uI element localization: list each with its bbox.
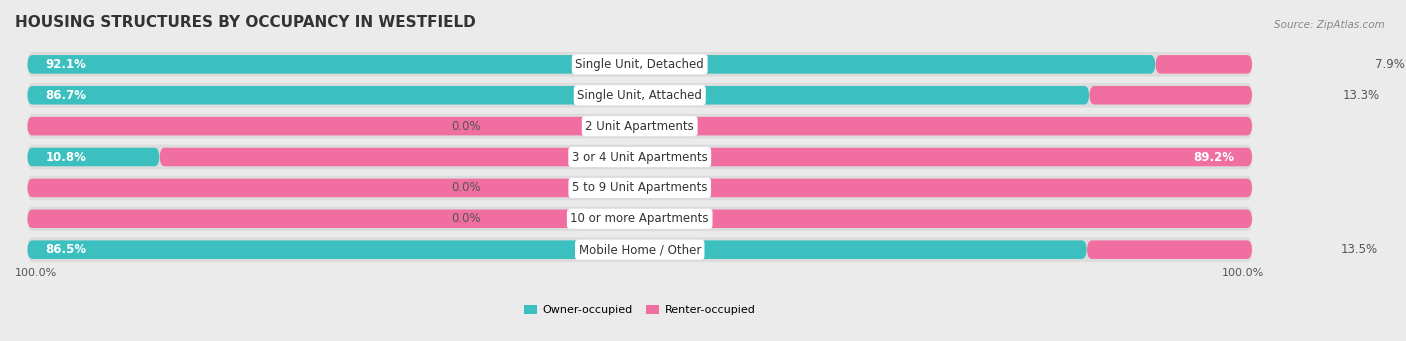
Text: 0.0%: 0.0% <box>451 181 481 194</box>
FancyBboxPatch shape <box>27 237 1253 262</box>
FancyBboxPatch shape <box>27 145 1253 169</box>
Text: 10.8%: 10.8% <box>45 150 87 164</box>
Text: 100.0%: 100.0% <box>1222 268 1264 278</box>
Text: Mobile Home / Other: Mobile Home / Other <box>578 243 702 256</box>
Text: 86.5%: 86.5% <box>45 243 87 256</box>
Text: Single Unit, Detached: Single Unit, Detached <box>575 58 704 71</box>
FancyBboxPatch shape <box>1087 240 1253 259</box>
FancyBboxPatch shape <box>27 240 1087 259</box>
Text: HOUSING STRUCTURES BY OCCUPANCY IN WESTFIELD: HOUSING STRUCTURES BY OCCUPANCY IN WESTF… <box>15 15 475 30</box>
Text: 3 or 4 Unit Apartments: 3 or 4 Unit Apartments <box>572 150 707 164</box>
FancyBboxPatch shape <box>27 117 1253 135</box>
Text: 86.7%: 86.7% <box>45 89 87 102</box>
Text: Source: ZipAtlas.com: Source: ZipAtlas.com <box>1274 20 1385 30</box>
Text: 7.9%: 7.9% <box>1375 58 1405 71</box>
FancyBboxPatch shape <box>1090 86 1253 104</box>
Text: 13.3%: 13.3% <box>1343 89 1379 102</box>
FancyBboxPatch shape <box>27 209 1253 228</box>
Text: 92.1%: 92.1% <box>45 58 87 71</box>
FancyBboxPatch shape <box>159 148 1253 166</box>
Text: 0.0%: 0.0% <box>451 212 481 225</box>
Text: 100.0%: 100.0% <box>15 268 58 278</box>
Text: 13.5%: 13.5% <box>1341 243 1378 256</box>
FancyBboxPatch shape <box>27 83 1253 108</box>
FancyBboxPatch shape <box>27 148 159 166</box>
FancyBboxPatch shape <box>27 179 1253 197</box>
Text: 0.0%: 0.0% <box>451 120 481 133</box>
FancyBboxPatch shape <box>27 86 1090 104</box>
FancyBboxPatch shape <box>27 206 1253 231</box>
FancyBboxPatch shape <box>1156 55 1253 74</box>
FancyBboxPatch shape <box>27 55 1156 74</box>
Text: Single Unit, Attached: Single Unit, Attached <box>578 89 702 102</box>
Text: 5 to 9 Unit Apartments: 5 to 9 Unit Apartments <box>572 181 707 194</box>
FancyBboxPatch shape <box>27 114 1253 138</box>
FancyBboxPatch shape <box>27 176 1253 200</box>
Text: 89.2%: 89.2% <box>1192 150 1234 164</box>
FancyBboxPatch shape <box>27 52 1253 77</box>
Legend: Owner-occupied, Renter-occupied: Owner-occupied, Renter-occupied <box>523 305 756 315</box>
Text: 10 or more Apartments: 10 or more Apartments <box>571 212 709 225</box>
Text: 2 Unit Apartments: 2 Unit Apartments <box>585 120 695 133</box>
